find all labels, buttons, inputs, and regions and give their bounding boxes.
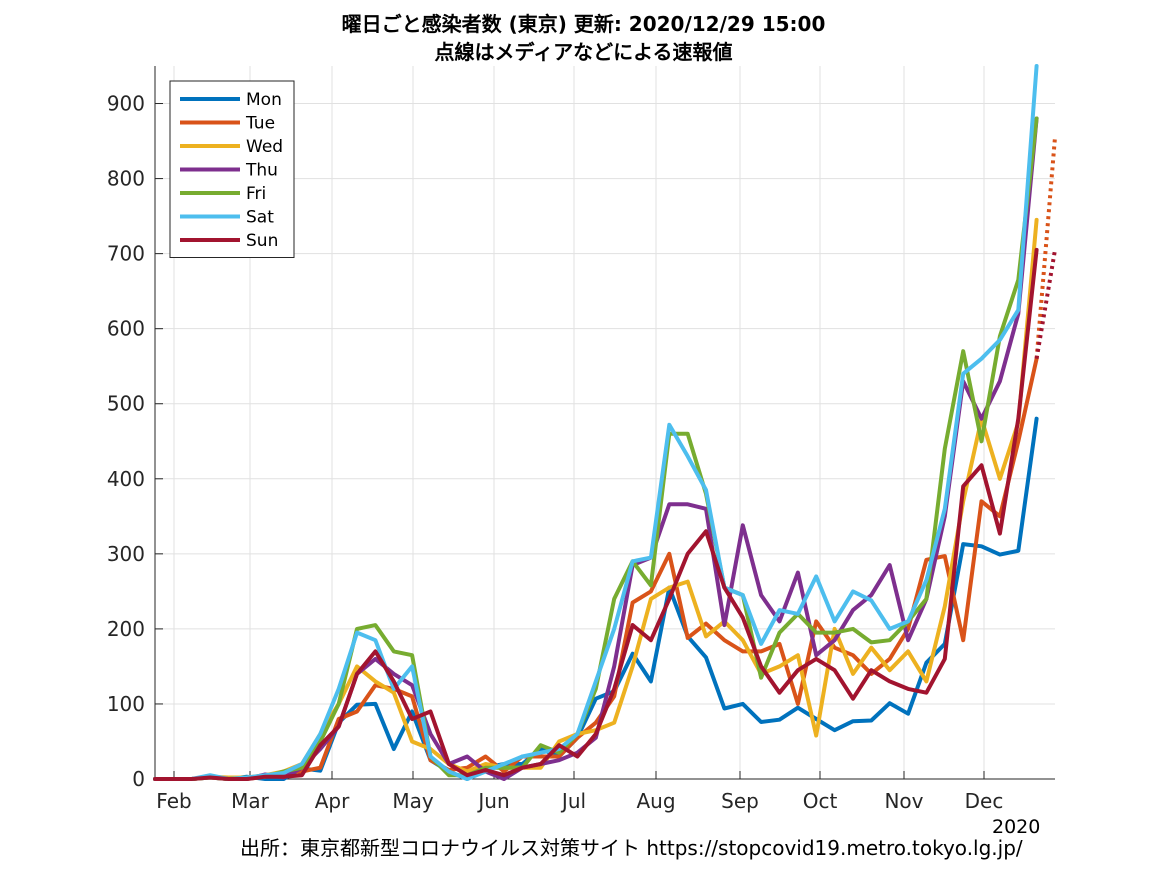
- y-tick-label: 500: [107, 392, 145, 416]
- legend-label-sun: Sun: [246, 231, 278, 251]
- series-line-sun: [153, 247, 1039, 781]
- legend-label-fri: Fri: [246, 184, 266, 204]
- source-note: 出所：東京都新型コロナウイルス対策サイト https://stopcovid19…: [240, 836, 1023, 860]
- chart-title: 曜日ごと感染者数 (東京) 更新: 2020/12/29 15:00: [341, 12, 826, 36]
- legend-label-thu: Thu: [245, 161, 278, 181]
- x-tick-label: Nov: [884, 789, 923, 813]
- y-tick-label: 100: [107, 692, 145, 716]
- x-tick-label: Aug: [636, 789, 675, 813]
- series-line-sat: [153, 64, 1039, 781]
- legend-label-mon: Mon: [246, 90, 282, 110]
- series-lines: [153, 64, 1057, 781]
- y-tick-label: 200: [107, 617, 145, 641]
- legend-label-wed: Wed: [246, 137, 283, 157]
- x-tick-label: Dec: [965, 789, 1004, 813]
- x-tick-label: Sep: [721, 789, 759, 813]
- x-tick-label: Mar: [231, 789, 270, 813]
- y-tick-label: 400: [107, 467, 145, 491]
- y-tick-label: 600: [107, 317, 145, 341]
- chart-subtitle: 点線はメディアなどによる速報値: [434, 40, 733, 64]
- year-label: 2020: [992, 816, 1041, 838]
- legend: Mon Tue Wed Thu Fri Sat Sun: [169, 80, 295, 258]
- legend-label-sat: Sat: [246, 208, 274, 228]
- series-line-fri: [153, 116, 1039, 781]
- x-tick-label: Oct: [803, 789, 838, 813]
- preliminary-line-sun: [1034, 249, 1057, 360]
- x-tick-label: Jul: [560, 789, 586, 813]
- x-tick-label: Feb: [156, 789, 191, 813]
- y-tick-label: 0: [132, 767, 145, 791]
- y-tick-label: 700: [107, 242, 145, 266]
- y-tick-label: 300: [107, 542, 145, 566]
- legend-label-tue: Tue: [245, 114, 275, 134]
- x-tick-label: Apr: [315, 789, 350, 813]
- axes: 0 100 200 300 400 500 600 700 800 900 Feb Mar Apr May…: [107, 66, 1055, 813]
- preliminary-line-tue: [1034, 137, 1057, 359]
- x-tick-label: Jun: [476, 789, 509, 813]
- x-tick-label: May: [392, 789, 434, 813]
- y-tick-label: 900: [107, 92, 145, 116]
- y-tick-label: 800: [107, 167, 145, 191]
